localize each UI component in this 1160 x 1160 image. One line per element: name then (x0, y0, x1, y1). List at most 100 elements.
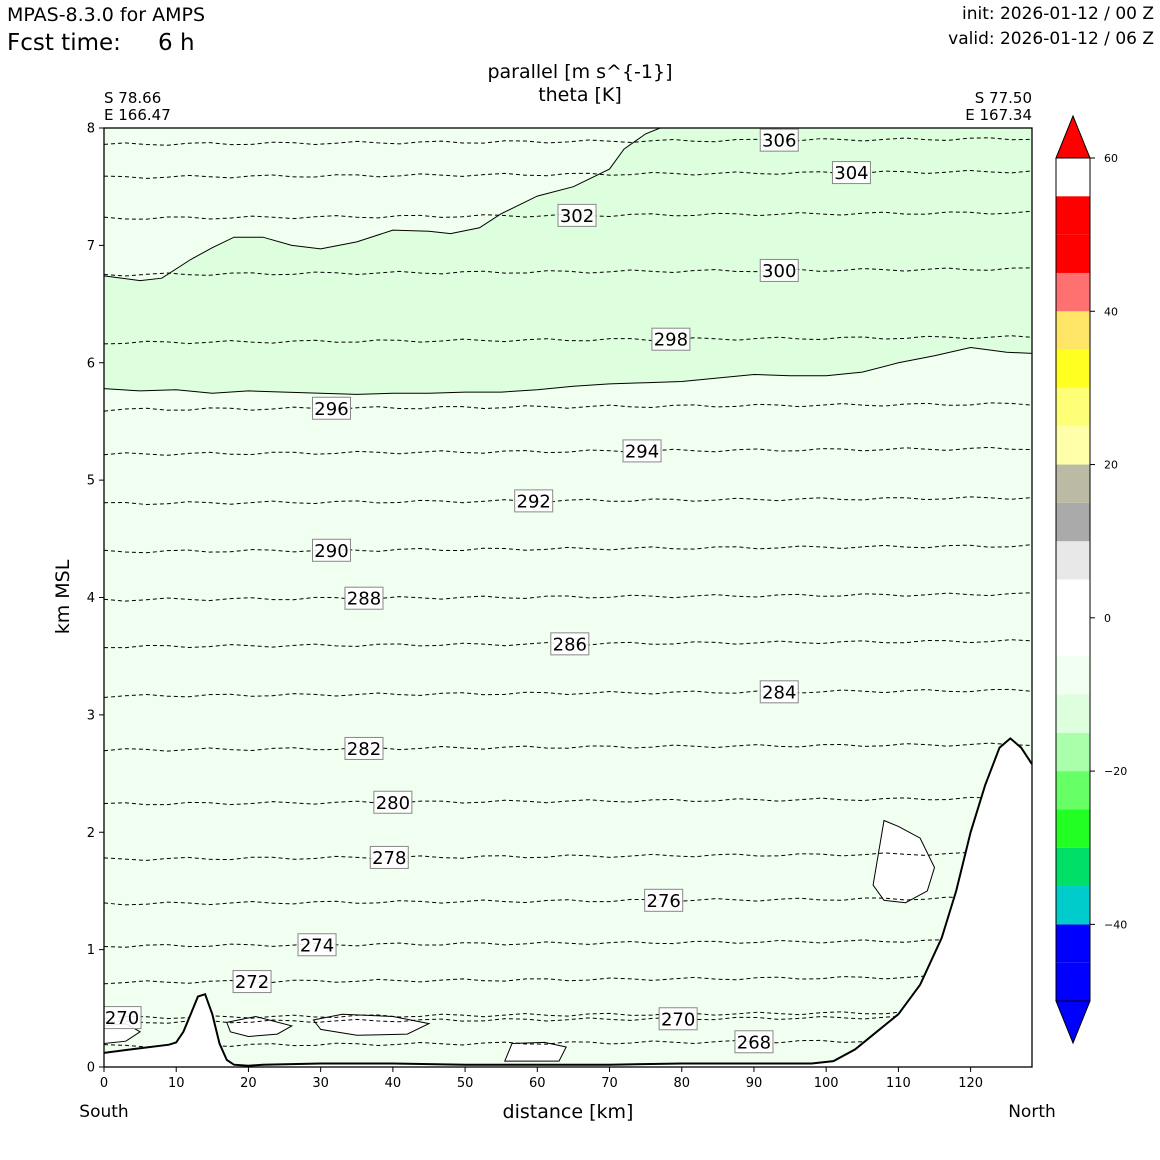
colorbar-bin-6 (1056, 732, 1090, 772)
colorbar-tick-label-20: 20 (1104, 459, 1118, 472)
x-tick-label-70: 70 (601, 1076, 618, 1091)
closed-contour-2 (226, 1015, 294, 1038)
colorbar-bin-13 (1056, 464, 1090, 503)
left-endpoint-lat: S 78.66 (104, 89, 161, 107)
colorbar-extend-below (1055, 1000, 1091, 1045)
left-direction-label: South (79, 1102, 128, 1122)
theta-contour-298 (104, 335, 1032, 345)
x-tick-label-20: 20 (240, 1076, 257, 1091)
terrain-line (104, 737, 1032, 1067)
right-endpoint-lon: E 167.34 (965, 106, 1032, 124)
forecast-time-value: 6 h (158, 30, 195, 56)
colorbar-bin-11 (1056, 541, 1090, 580)
x-tick-label-80: 80 (673, 1076, 690, 1091)
contour-label-box-270 (658, 1007, 698, 1031)
closed-contour-4 (504, 1041, 567, 1062)
theta-contour-300 (104, 267, 1032, 277)
contour-label-box-284 (759, 680, 799, 704)
theta-contour-270 (104, 1015, 1032, 1024)
colorbar-bin-12 (1056, 502, 1090, 542)
theta-contour-282 (104, 742, 1032, 752)
x-tick-label-100: 100 (814, 1076, 839, 1091)
x-tick-label-60: 60 (529, 1076, 546, 1091)
y-tick-label-2: 2 (87, 826, 95, 841)
contour-label-box-294 (622, 439, 662, 463)
right-endpoint-lat: S 77.50 (975, 89, 1032, 107)
x-tick-label-0: 0 (100, 1076, 108, 1091)
colorbar-tick-label--20: −20 (1104, 765, 1127, 778)
shaded-band (104, 128, 1032, 395)
theta-contour-304 (104, 169, 1032, 179)
contour-label-278: 278 (372, 848, 406, 869)
contour-label-292: 292 (517, 491, 551, 512)
theta-contour-296 (104, 402, 1032, 412)
contour-label-box-306 (759, 128, 799, 152)
closed-contour-0 (872, 819, 936, 904)
colorbar-extend-above (1055, 114, 1091, 159)
contour-label-290: 290 (314, 541, 348, 562)
contour-label-280: 280 (376, 793, 410, 814)
theta-contour-288 (104, 592, 1032, 602)
contour-label-298: 298 (654, 330, 688, 351)
colorbar-bin-2 (1056, 886, 1090, 925)
forecast-time-label: Fcst time: (7, 30, 121, 56)
contour-label-box-268 (734, 1030, 774, 1054)
colorbar-bin-19 (1056, 234, 1090, 273)
colorbar-bin-7 (1056, 694, 1090, 733)
x-tick-label-50: 50 (457, 1076, 474, 1091)
theta-contour-276 (104, 896, 1032, 906)
contour-label-box-282 (344, 736, 384, 760)
colorbar-bin-9 (1056, 617, 1090, 657)
chart-title-theta: theta [K] (538, 84, 622, 106)
terrain-mask (104, 738, 1032, 1067)
y-axis-label: km MSL (52, 559, 74, 634)
colorbar: 60 40 20 0 −20 −40 (1055, 114, 1127, 1045)
contour-label-box-270 (104, 1006, 142, 1030)
colorbar-bin-14 (1056, 426, 1090, 465)
theta-contour-280 (104, 796, 1032, 806)
colorbar-tick-label-0: 0 (1104, 612, 1111, 625)
y-tick-label-6: 6 (87, 356, 95, 371)
x-tick-label-10: 10 (168, 1076, 185, 1091)
contour-label-288: 288 (347, 589, 381, 610)
y-tick-label-3: 3 (87, 708, 95, 723)
contour-label-box-274 (297, 933, 337, 957)
right-direction-label: North (1008, 1102, 1056, 1122)
contour-label-box-276 (644, 888, 684, 912)
contour-label-286: 286 (553, 634, 587, 655)
contour-label-box-298 (651, 327, 691, 351)
x-tick-label-120: 120 (958, 1076, 983, 1091)
x-tick-label-30: 30 (312, 1076, 329, 1091)
colorbar-bin-17 (1056, 311, 1090, 350)
contour-label-268: 268 (737, 1032, 771, 1053)
x-tick-label-110: 110 (886, 1076, 911, 1091)
contour-label-304: 304 (834, 163, 868, 184)
contour-label-306: 306 (762, 131, 796, 152)
init-time: init: 2026-01-12 / 00 Z (961, 4, 1154, 24)
colorbar-bin-4 (1056, 809, 1090, 848)
y-tick-label-5: 5 (87, 474, 95, 489)
band-lower-contour (104, 346, 1032, 395)
contour-label-274: 274 (300, 935, 334, 956)
theta-contour-294 (104, 446, 1032, 456)
contour-label-box-300 (759, 258, 799, 282)
contour-label-box-286 (550, 632, 590, 656)
contour-label-296: 296 (314, 399, 348, 420)
band-upper-contour (104, 128, 661, 282)
chart-title-parallel: parallel [m s^{-1}] (487, 61, 672, 83)
contour-label-box-278 (369, 845, 409, 869)
contour-label-276: 276 (647, 891, 681, 912)
colorbar-tick-label--40: −40 (1104, 918, 1127, 931)
colorbar-bin-1 (1056, 924, 1090, 963)
theta-contour-268 (104, 1038, 1032, 1048)
contour-label-294: 294 (625, 441, 659, 462)
colorbar-bin-10 (1056, 579, 1090, 618)
y-tick-label-0: 0 (87, 1061, 95, 1076)
valid-time: valid: 2026-01-12 / 06 Z (948, 29, 1154, 49)
model-title: MPAS-8.3.0 for AMPS (7, 4, 206, 26)
contour-label-box-272 (232, 970, 272, 994)
colorbar-bin-8 (1056, 656, 1090, 695)
contour-label-302: 302 (560, 206, 594, 227)
y-tick-label-7: 7 (87, 239, 95, 254)
